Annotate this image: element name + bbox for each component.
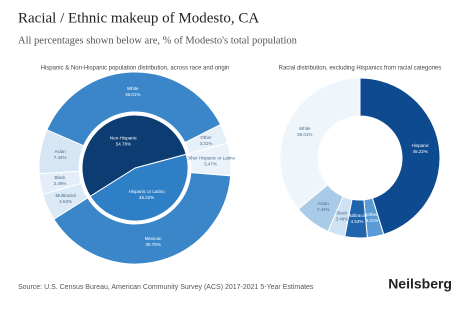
donut-segment xyxy=(359,77,441,236)
donut-segment xyxy=(53,172,232,265)
segment-label: White xyxy=(299,126,311,131)
segment-label: Black xyxy=(55,175,67,180)
segment-label: Mexican xyxy=(145,236,162,241)
segment-value: 5.47% xyxy=(204,161,217,166)
segment-value: 45.22% xyxy=(413,149,428,154)
segment-value: 3.49% xyxy=(54,181,67,186)
segment-label: Asian xyxy=(318,201,330,206)
segment-value: 4.53% xyxy=(59,199,72,204)
segment-label: Other xyxy=(366,212,378,217)
segment-value: 4.53% xyxy=(351,219,364,224)
donut-segment xyxy=(184,123,229,155)
segment-value: 45.22% xyxy=(139,195,154,200)
page-subtitle: All percentages shown below are, % of Mo… xyxy=(18,35,298,46)
segment-value: 3.49% xyxy=(335,216,348,221)
segment-label: Other Hispanic or Latino xyxy=(186,155,235,160)
brand: Neilsberg xyxy=(388,276,452,292)
segment-value: 54.78% xyxy=(116,141,131,146)
segment-value: 3.31% xyxy=(200,141,213,146)
segment-value: 3.31% xyxy=(366,218,379,223)
segment-value: 7.44% xyxy=(54,155,67,160)
source: Source: U.S. Census Bureau, American Com… xyxy=(18,284,314,291)
segment-value: 39.75% xyxy=(145,242,160,247)
segment-label: Asian xyxy=(55,149,67,154)
segment-value: 7.44% xyxy=(317,207,330,212)
segment-label: Non-Hispanic xyxy=(110,135,138,140)
segment-label: White xyxy=(127,86,139,91)
donut-segment xyxy=(81,114,187,197)
donut-segment xyxy=(279,77,361,210)
donut-segment xyxy=(89,153,189,222)
segment-label: Other xyxy=(200,135,212,140)
segment-value: 36.01% xyxy=(297,132,312,137)
segment-value: 36.01% xyxy=(125,92,140,97)
chart-title: Hispanic & Non-Hispanic population distr… xyxy=(41,66,230,72)
segment-label: Hispanic or Latino xyxy=(129,189,166,194)
segment-label: Multiracial xyxy=(55,193,75,198)
segment-label: Multiracial xyxy=(347,213,367,218)
segment-label: Black xyxy=(336,210,348,215)
chart-title: Racial distribution, excluding Hispanics… xyxy=(279,66,442,72)
page-title: Racial / Ethnic makeup of Modesto, CA xyxy=(18,10,259,26)
segment-label: Hispanic xyxy=(412,143,430,148)
donut-segment xyxy=(46,71,222,147)
